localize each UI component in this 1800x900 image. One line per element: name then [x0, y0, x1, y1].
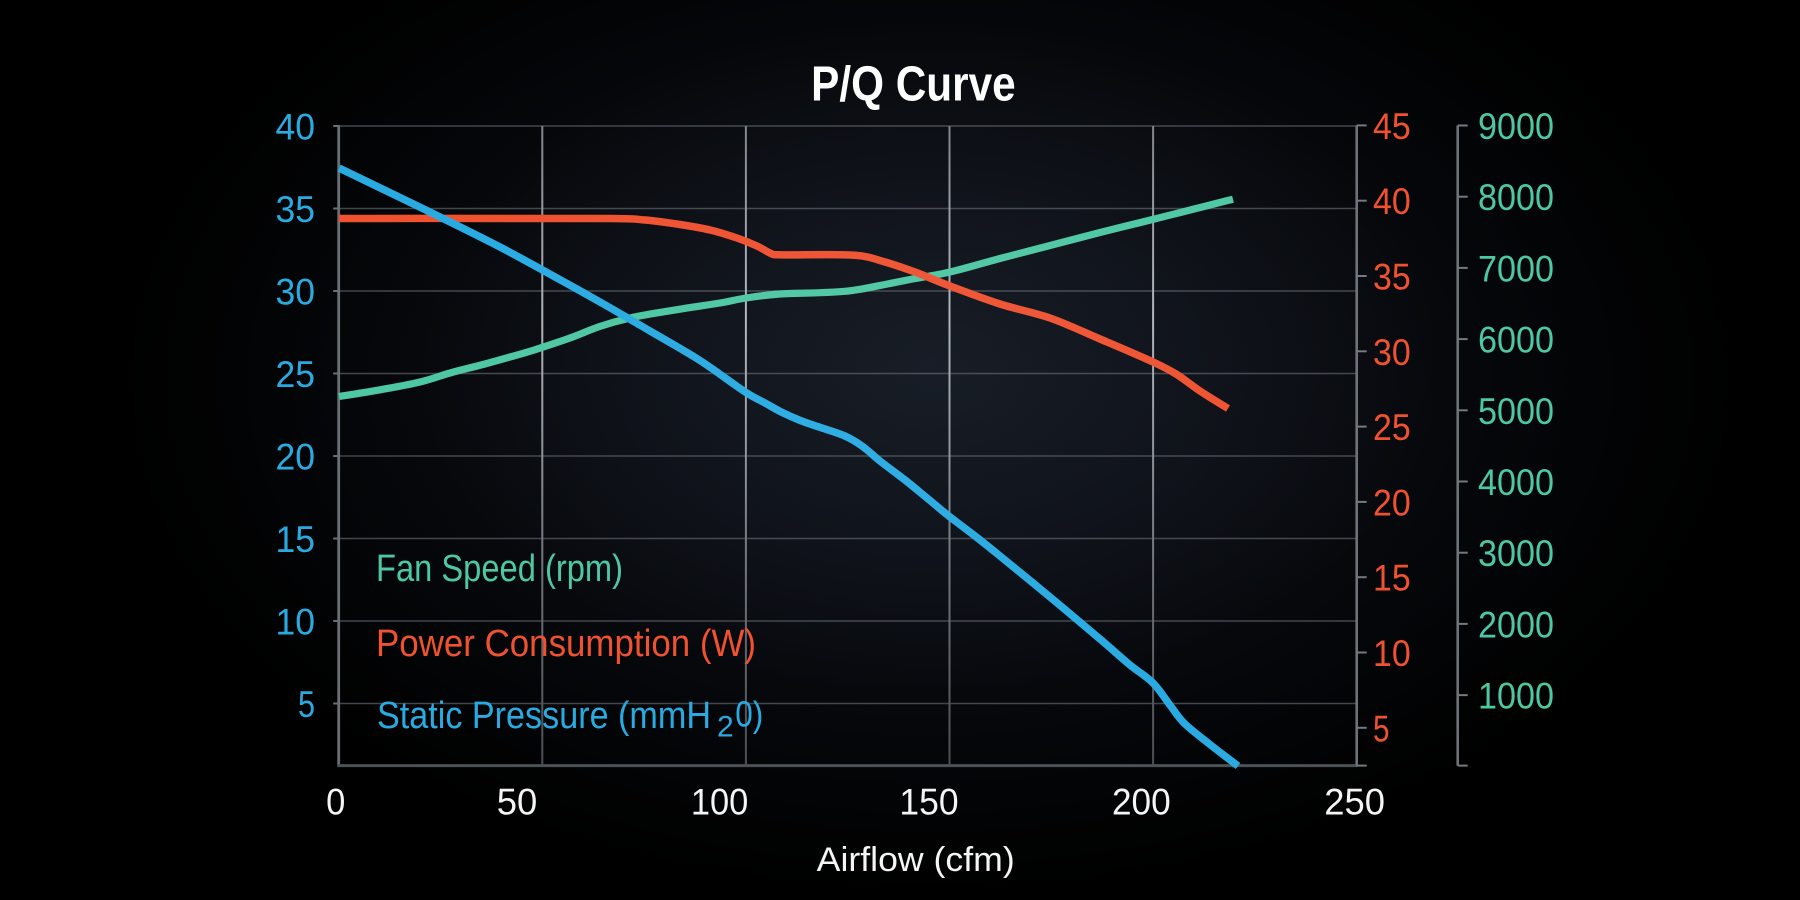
svg-text:6000: 6000: [1478, 319, 1554, 361]
svg-text:200: 200: [1112, 781, 1171, 823]
svg-text:5000: 5000: [1478, 390, 1554, 432]
svg-text:10: 10: [276, 601, 316, 643]
svg-text:25: 25: [276, 353, 316, 395]
svg-text:40: 40: [276, 106, 316, 148]
svg-text:40: 40: [1373, 180, 1411, 222]
svg-text:30: 30: [276, 271, 316, 313]
svg-text:1000: 1000: [1478, 675, 1554, 717]
svg-text:30: 30: [1373, 331, 1411, 373]
svg-text:9000: 9000: [1478, 105, 1554, 147]
svg-text:20: 20: [1373, 481, 1411, 523]
svg-text:15: 15: [276, 518, 316, 560]
svg-text:Fan Speed (rpm): Fan Speed (rpm): [376, 548, 623, 590]
svg-text:100: 100: [691, 781, 749, 823]
svg-text:10: 10: [1373, 632, 1411, 674]
svg-text:15: 15: [1373, 557, 1411, 599]
svg-text:Power Consumption (W): Power Consumption (W): [376, 623, 756, 665]
svg-text:5: 5: [298, 683, 315, 725]
svg-text:2000: 2000: [1478, 603, 1554, 645]
svg-text:5: 5: [1373, 707, 1390, 749]
svg-text:35: 35: [1373, 256, 1411, 298]
svg-text:150: 150: [899, 781, 958, 823]
svg-text:250: 250: [1324, 781, 1385, 823]
svg-text:45: 45: [1373, 105, 1411, 147]
svg-text:4000: 4000: [1478, 461, 1554, 503]
svg-text:3000: 3000: [1478, 532, 1554, 574]
svg-text:35: 35: [276, 188, 316, 230]
svg-text:2: 2: [717, 711, 734, 744]
svg-text:20: 20: [276, 436, 316, 478]
svg-text:Airflow (cfm): Airflow (cfm): [817, 841, 1015, 879]
svg-text:0): 0): [735, 694, 763, 735]
svg-text:0: 0: [326, 781, 345, 823]
svg-text:8000: 8000: [1478, 176, 1554, 218]
svg-text:50: 50: [497, 781, 538, 823]
svg-text:Static Pressure (mmH: Static Pressure (mmH: [377, 695, 711, 737]
svg-text:P/Q Curve: P/Q Curve: [811, 57, 1016, 112]
svg-text:25: 25: [1373, 406, 1411, 448]
svg-text:7000: 7000: [1478, 247, 1554, 289]
